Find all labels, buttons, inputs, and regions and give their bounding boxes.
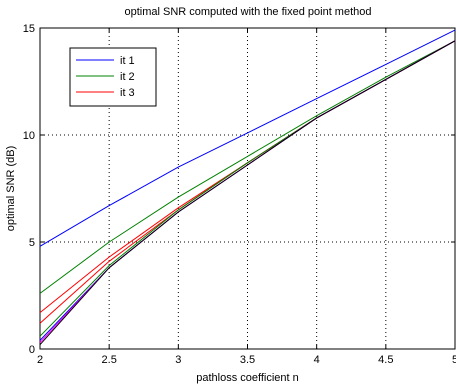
series-line-8 [39, 40, 456, 346]
x-tick-label: 2.5 [102, 354, 117, 366]
legend: it 1 it 2 it 3 [69, 47, 157, 107]
chart-title: optimal SNR computed with the fixed poin… [124, 6, 371, 18]
x-tick-label: 4 [314, 354, 320, 366]
x-tick-label: 5 [452, 354, 456, 366]
y-tick-label: 15 [23, 23, 35, 35]
x-tick-label: 2 [37, 354, 43, 366]
legend-box [69, 47, 157, 107]
x-axis-label: pathloss coefficient n [196, 372, 299, 384]
series-line-1 [39, 29, 456, 247]
x-tick-label: 4.5 [378, 354, 393, 366]
x-tick-label: 3 [175, 354, 181, 366]
y-axis-label: optimal SNR (dB) [5, 146, 17, 232]
legend-label: it 3 [120, 87, 135, 99]
legend-label: it 2 [120, 71, 135, 83]
series-lines [39, 29, 456, 346]
grid [40, 28, 455, 349]
series-line-2 [39, 40, 456, 294]
axis-ticks: 2 2.5 3 3.5 4 4.5 5 0 5 10 15 [23, 23, 456, 366]
y-tick-label: 5 [29, 237, 35, 249]
x-tick-label: 3.5 [240, 354, 255, 366]
legend-label: it 1 [120, 55, 135, 67]
y-tick-label: 10 [23, 130, 35, 142]
y-tick-label: 0 [29, 344, 35, 356]
